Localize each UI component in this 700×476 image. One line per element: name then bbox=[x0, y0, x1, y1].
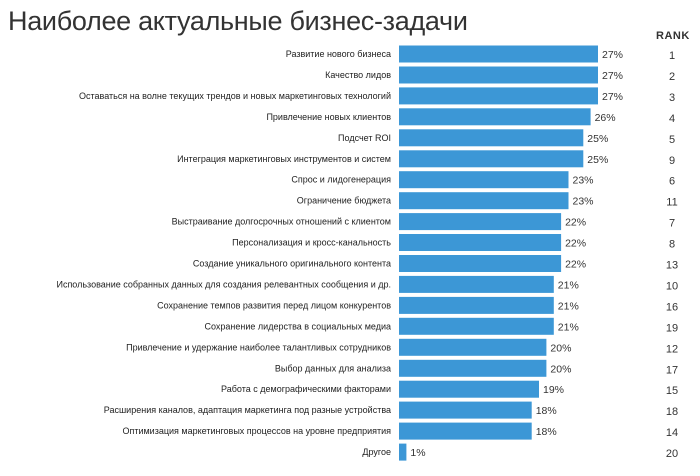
category-label: Оптимизация маркетинговых процессов на у… bbox=[122, 426, 391, 436]
category-label: Подсчет ROI bbox=[338, 133, 391, 143]
rank-value: 19 bbox=[666, 322, 678, 334]
category-label: Персонализация и кросс-канальность bbox=[232, 238, 391, 248]
bar bbox=[399, 192, 569, 210]
value-label: 27% bbox=[602, 70, 623, 82]
category-label: Сохранение лидерства в социальных медиа bbox=[205, 321, 391, 331]
category-label: Использование собранных данных для созда… bbox=[56, 279, 391, 289]
category-label: Сохранение темпов развития перед лицом к… bbox=[157, 300, 391, 310]
category-label: Интеграция маркетинговых инструментов и … bbox=[177, 154, 391, 164]
rank-value: 12 bbox=[666, 343, 678, 355]
value-label: 22% bbox=[565, 259, 586, 271]
value-label: 22% bbox=[565, 238, 586, 250]
bar bbox=[399, 129, 584, 147]
value-label: 23% bbox=[573, 196, 594, 208]
category-label: Спрос и лидогенерация bbox=[291, 175, 391, 185]
rank-value: 3 bbox=[669, 92, 675, 104]
category-label: Другое bbox=[362, 447, 391, 457]
value-label: 22% bbox=[565, 217, 586, 229]
chart-title: Наиболее актуальные бизнес-задачи bbox=[8, 6, 468, 36]
value-label: 18% bbox=[536, 426, 557, 438]
category-label: Качество лидов bbox=[325, 70, 391, 80]
rank-value: 17 bbox=[666, 364, 678, 376]
value-label: 21% bbox=[558, 321, 579, 333]
category-label: Выбор данных для анализа bbox=[275, 363, 391, 373]
rank-value: 6 bbox=[669, 176, 675, 188]
bar bbox=[399, 45, 598, 63]
rank-value: 2 bbox=[669, 71, 675, 83]
rank-value: 16 bbox=[666, 301, 678, 313]
bar bbox=[399, 338, 547, 356]
value-label: 27% bbox=[602, 91, 623, 103]
rank-value: 5 bbox=[669, 134, 675, 146]
bar bbox=[399, 234, 562, 251]
category-label: Выстраивание долгосрочных отношений с кл… bbox=[172, 217, 391, 227]
category-label: Привлечение и удержание наиболее талантл… bbox=[126, 342, 391, 352]
value-label: 20% bbox=[550, 342, 571, 354]
category-label: Создание уникального оригинального конте… bbox=[193, 259, 391, 269]
category-label: Ограничение бюджета bbox=[297, 196, 391, 206]
category-label: Работа с демографическими факторами bbox=[221, 384, 391, 394]
bar bbox=[399, 150, 584, 168]
bar bbox=[399, 443, 407, 461]
bar bbox=[399, 296, 554, 314]
rank-value: 20 bbox=[666, 448, 678, 460]
value-label: 21% bbox=[558, 300, 579, 312]
rank-value: 13 bbox=[666, 260, 678, 272]
bar bbox=[399, 422, 532, 440]
value-label: 1% bbox=[410, 447, 425, 459]
value-label: 20% bbox=[550, 363, 571, 375]
rank-value: 14 bbox=[666, 427, 678, 439]
value-label: 23% bbox=[573, 175, 594, 187]
bar bbox=[399, 255, 562, 272]
bar bbox=[399, 359, 547, 377]
value-label: 21% bbox=[558, 279, 579, 291]
rank-value: 1 bbox=[669, 50, 675, 62]
value-label: 19% bbox=[543, 384, 564, 396]
category-label: Развитие нового бизнеса bbox=[286, 49, 391, 59]
bar bbox=[399, 401, 532, 419]
rank-value: 18 bbox=[666, 406, 678, 418]
rank-value: 9 bbox=[669, 155, 675, 167]
value-label: 25% bbox=[587, 133, 608, 145]
value-label: 26% bbox=[595, 112, 616, 124]
bar bbox=[399, 108, 591, 126]
value-label: 18% bbox=[536, 405, 557, 417]
bar bbox=[399, 213, 562, 231]
bar bbox=[399, 380, 539, 398]
rank-column-header: RANK bbox=[656, 30, 690, 42]
rank-value: 15 bbox=[666, 385, 678, 397]
bar bbox=[399, 87, 598, 105]
rank-value: 11 bbox=[666, 197, 677, 209]
bar bbox=[399, 66, 598, 84]
value-label: 25% bbox=[587, 154, 608, 166]
rank-value: 4 bbox=[669, 113, 675, 125]
category-label: Привлечение новых клиентов bbox=[266, 112, 391, 122]
bar bbox=[399, 317, 554, 335]
rank-value: 8 bbox=[669, 239, 675, 251]
value-label: 27% bbox=[602, 49, 623, 61]
bar bbox=[399, 171, 569, 189]
rank-value: 7 bbox=[669, 218, 675, 230]
bar bbox=[399, 275, 554, 293]
category-label: Расширения каналов, адаптация маркетинга… bbox=[104, 405, 391, 415]
rank-value: 10 bbox=[666, 280, 678, 292]
category-label: Оставаться на волне текущих трендов и но… bbox=[79, 91, 391, 101]
